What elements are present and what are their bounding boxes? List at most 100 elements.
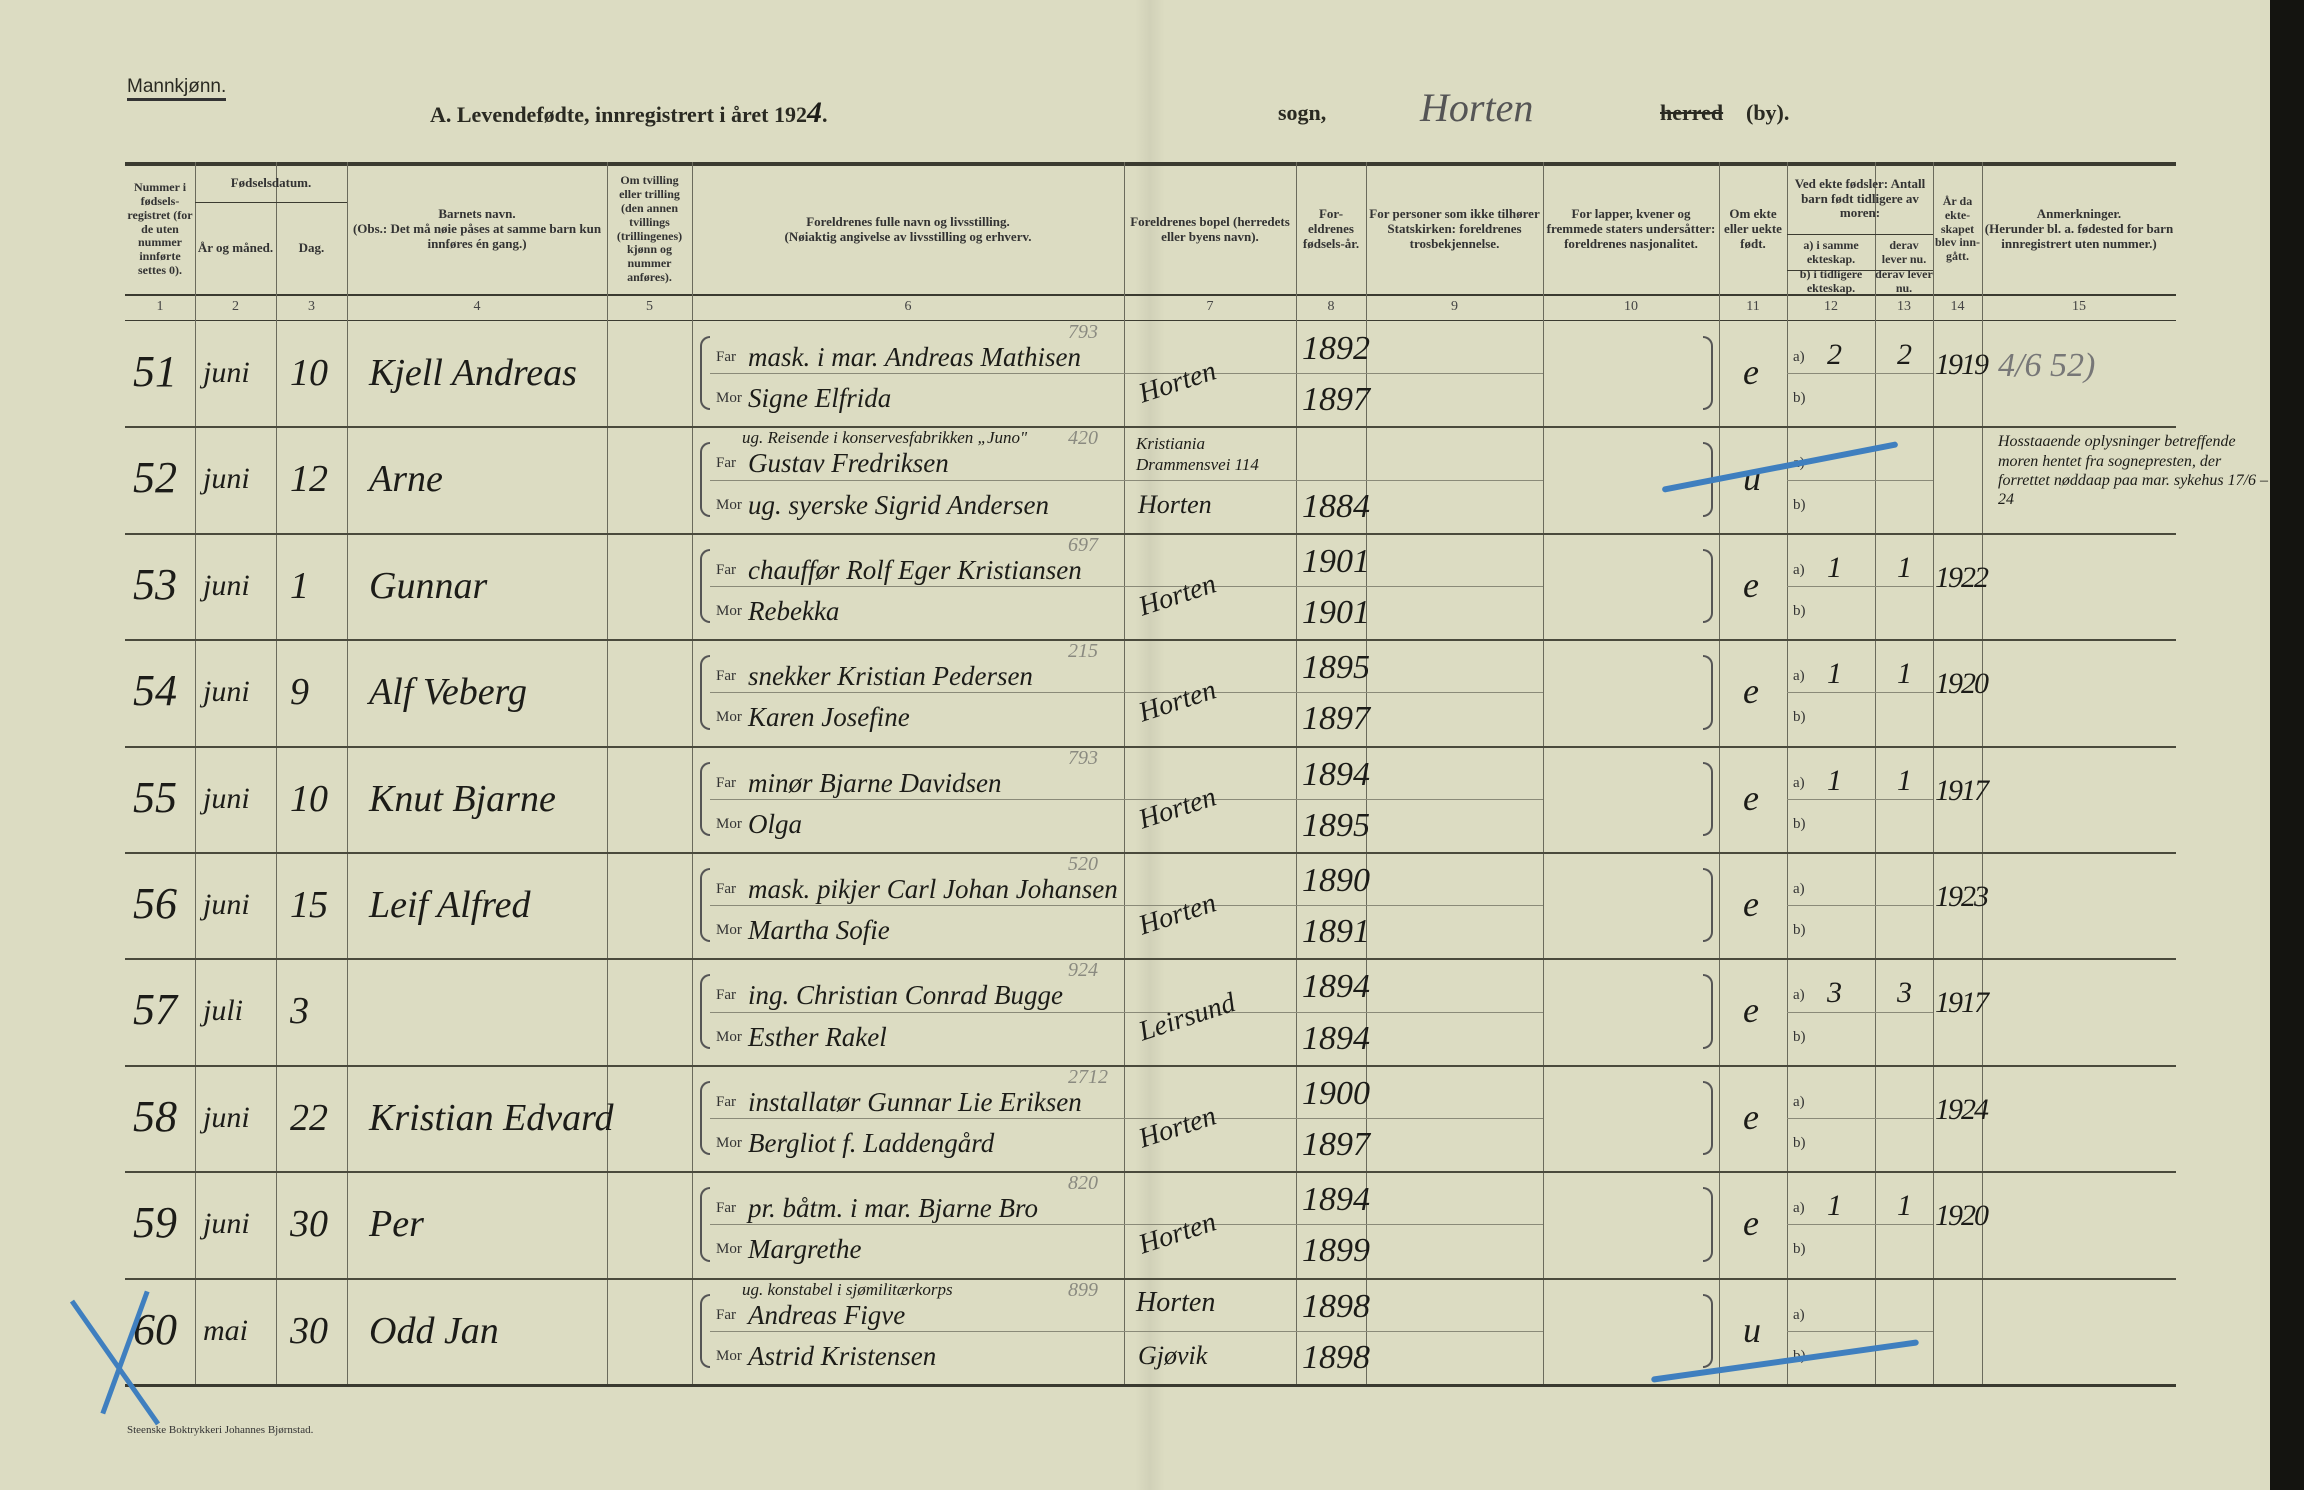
sogn-label: sogn, — [1278, 100, 1327, 125]
fodselsdatum-header: Fødselsdatum. — [230, 174, 312, 190]
column-header-15: Anmerkninger. (Herunder bl. a. fødested … — [1984, 206, 2174, 251]
pencil-number: 215 — [1068, 640, 1098, 663]
far-label: Far — [716, 881, 736, 897]
birth-month: juni — [203, 356, 250, 389]
column-divider — [1875, 162, 1876, 1384]
row-midline — [1787, 798, 1933, 800]
birth-day: 3 — [290, 990, 309, 1033]
row-midline — [1787, 373, 1933, 375]
mor-label: Mor — [716, 496, 742, 513]
column-divider — [692, 162, 693, 1384]
birth-day: 1 — [290, 564, 309, 607]
column-number-9: 9 — [1451, 299, 1458, 314]
a-label: a) — [1793, 349, 1805, 365]
brace-right — [1703, 655, 1713, 730]
far-label: Far — [716, 1093, 736, 1110]
legitimacy: e — [1743, 884, 1759, 924]
brace-right — [1703, 336, 1713, 411]
column-number-3: 3 — [308, 299, 315, 314]
entry-number: 52 — [133, 453, 177, 503]
b-label: b) — [1793, 390, 1806, 407]
column-header-4: Barnets navn. (Obs.: Det må nøie påses a… — [352, 206, 602, 251]
father-name: mask. i mar. Andreas Mathisen — [748, 342, 1081, 372]
father-name: Andreas Figve — [748, 1299, 906, 1330]
title-end: . — [822, 102, 828, 127]
sogn-handwritten: Horten — [1420, 85, 1534, 130]
residence-mother: Horten — [1138, 489, 1212, 519]
row-midline — [710, 1224, 1296, 1226]
row-midline — [710, 1330, 1296, 1332]
children-living: 1 — [1897, 1189, 1912, 1223]
legitimacy: e — [1743, 564, 1759, 605]
table-top-rule — [125, 162, 2176, 166]
row-midline — [1296, 905, 1543, 907]
mor-label: Mor — [716, 1028, 742, 1045]
birth-day: 10 — [290, 777, 328, 820]
remark: Hosstaaende oplysninger betreffende more… — [1998, 433, 2269, 508]
column-header-8: For-eldrenes fødsels-år. — [1302, 206, 1360, 251]
entry-number: 53 — [133, 559, 177, 609]
children-living: 1 — [1897, 657, 1912, 691]
column-header-7: Foreldrenes bopel (herredets eller byens… — [1130, 213, 1290, 244]
ekte-fodsler-header: Ved ekte fødsler: Antall barn født tidli… — [1794, 175, 1926, 221]
a-label: a) — [1793, 668, 1805, 685]
birth-month: juni — [203, 568, 250, 602]
far-label: Far — [716, 1200, 736, 1217]
b-header: b) i tidligere ekteskap. — [1799, 267, 1863, 295]
column-number-12: 12 — [1824, 299, 1838, 314]
mother-birth-year: 1894 — [1302, 1019, 1370, 1057]
birth-day: 9 — [290, 671, 309, 714]
row-midline — [1296, 586, 1543, 587]
column-divider — [1296, 162, 1297, 1384]
column-header-11: Om ekte eller uekte født. — [1724, 206, 1782, 251]
row-midline — [1296, 479, 1543, 481]
father-birth-year: 1894 — [1302, 968, 1370, 1006]
b-label: b) — [1793, 922, 1806, 939]
mor-label: Mor — [716, 815, 742, 832]
fodselsdatum-rule — [195, 202, 347, 203]
far-label: Far — [716, 1306, 736, 1323]
child-name: Kristian Edvard — [369, 1096, 614, 1139]
page-title: A. Levendefødte, innregistrert i året 19… — [430, 98, 828, 128]
children-living: 3 — [1897, 976, 1912, 1010]
birth-day: 10 — [290, 352, 328, 394]
brace-left — [700, 1187, 710, 1262]
row-midline — [1296, 1330, 1543, 1332]
brace-right — [1703, 1187, 1713, 1262]
entry-number: 57 — [133, 985, 177, 1035]
child-name: Gunnar — [369, 564, 488, 607]
column-number-14: 14 — [1950, 299, 1965, 314]
mother-birth-year: 1891 — [1302, 913, 1370, 951]
row-midline — [1787, 586, 1933, 587]
father-name: Gustav Fredriksen — [748, 448, 949, 479]
brace-left — [700, 442, 710, 517]
mother-name: Karen Josefine — [748, 702, 910, 733]
child-name: Alf Veberg — [369, 671, 527, 714]
header-rule — [125, 294, 2176, 296]
legitimacy: u — [1743, 458, 1761, 499]
brace-left — [700, 548, 710, 624]
legitimacy: u — [1743, 1309, 1761, 1350]
residence-father: Kristiania Drammensvei 114 — [1136, 434, 1259, 474]
brace-left — [700, 974, 710, 1049]
birth-month: juni — [203, 781, 250, 815]
b-label: b) — [1793, 1241, 1806, 1258]
b-label: b) — [1793, 496, 1806, 513]
column-number-1: 1 — [156, 299, 164, 314]
row-midline — [710, 692, 1296, 694]
mother-birth-year: 1895 — [1302, 806, 1370, 844]
column-header-2: År og måned. — [197, 239, 274, 255]
blue-strike-52 — [1661, 441, 1899, 494]
ekte-rule — [1787, 234, 1933, 235]
a-label: a) — [1793, 881, 1805, 897]
column-number-13: 13 — [1897, 299, 1911, 314]
gender-label: Mannkjønn. — [127, 76, 227, 101]
mother-birth-year: 1898 — [1302, 1338, 1370, 1376]
father-birth-year: 1894 — [1302, 1181, 1370, 1219]
column-header-14: År da ekte-skapet blev inn-gått. — [1935, 194, 1981, 264]
row-divider — [125, 852, 2176, 854]
column-header-9: For personer som ikke tilhører Statskirk… — [1369, 206, 1540, 251]
brace-left — [700, 336, 710, 411]
mother-name: Esther Rakel — [748, 1021, 887, 1052]
birth-month: juni — [203, 888, 250, 921]
